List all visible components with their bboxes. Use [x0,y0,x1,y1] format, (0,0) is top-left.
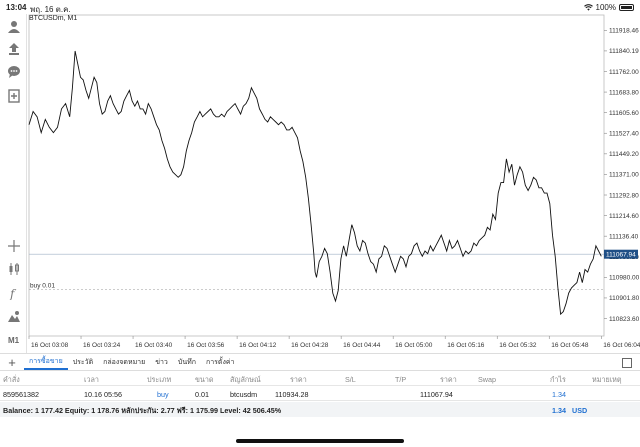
col-open-price[interactable]: ราคา [290,375,307,384]
col-ticket[interactable]: คำสั่ง [3,375,20,384]
current-price-tag-label: 111067.94 [606,252,636,259]
price-tick-label: 111762.00 [609,69,639,76]
home-indicator[interactable] [236,439,404,443]
price-tick-label: 111214.60 [609,213,639,220]
table-row[interactable]: 859561382 10.16 05:56 buy 0.01 btcusdm 1… [0,386,640,401]
time-tick-label: 16 Oct 05:32 [499,342,537,349]
col-tp[interactable]: T/P [395,375,407,384]
position-time: 10.16 05:56 [84,390,122,399]
time-tick-label: 16 Oct 04:28 [291,342,329,349]
plot-frame [28,14,605,337]
price-chart[interactable]: 111918.46 111840.19 111762.00 111683.80 1116… [27,14,640,353]
status-right: 100% [583,3,634,12]
position-profit: 1.34 [552,390,566,399]
price-tick-label: 111840.19 [609,48,639,55]
add-icon[interactable]: + [8,354,16,370]
svg-text:f: f [9,287,17,300]
timeframe-button[interactable]: M1 [7,336,20,345]
wifi-icon [583,4,593,11]
chat-icon[interactable] [5,63,22,80]
current-price-tag [604,249,638,259]
trade-icon[interactable] [5,40,22,57]
price-tick-label: 110823.60 [609,316,640,323]
status-bar: 13:04 พฤ. 16 ต.ค. 100% [0,0,640,14]
status-date: พฤ. 16 ต.ค. [30,5,71,14]
col-sl[interactable]: S/L [345,375,356,384]
objects-icon[interactable] [5,308,22,325]
position-symbol: btcusdm [230,390,258,399]
col-comment[interactable]: หมายเหตุ [592,375,622,384]
add-window-icon[interactable] [5,87,22,104]
price-tick-label: 110901.80 [609,295,640,302]
chart-canvas[interactable]: 111918.46 111840.19 111762.00 111683.80 1116… [27,14,640,353]
time-tick-label: 16 Oct 05:16 [447,342,485,349]
balance-summary: Balance: 1 177.42 Equity: 1 178.76 หลักป… [3,406,282,415]
time-tick-label: 16 Oct 03:24 [83,342,121,349]
tab-news[interactable]: ข่าว [155,358,168,366]
col-swap[interactable]: Swap [478,375,496,384]
position-open-price: 110934.28 [275,390,309,399]
price-tick-label: 111292.80 [609,192,639,199]
time-tick-label: 16 Oct 03:40 [135,342,173,349]
col-volume[interactable]: ขนาด [195,375,214,384]
crosshair-icon[interactable] [5,237,22,254]
time-tick-label: 16 Oct 06:04 [603,342,640,349]
time-tick-label: 16 Oct 03:56 [187,342,225,349]
total-profit: 1.34 [552,406,566,415]
time-tick-label: 16 Oct 04:44 [343,342,381,349]
expand-panel-icon[interactable] [622,358,632,368]
price-tick-label: 111449.20 [609,151,639,158]
time-tick-label: 16 Oct 05:48 [551,342,589,349]
position-type: buy [157,390,169,399]
time-tick-label: 16 Oct 04:12 [239,342,277,349]
col-time[interactable]: เวลา [84,375,99,384]
col-symbol[interactable]: สัญลักษณ์ [230,375,261,384]
price-tick-label: 111683.80 [609,89,639,96]
position-current-price: 111067.94 [420,390,453,399]
position-ticket: 859561382 [3,390,39,399]
col-profit[interactable]: กำไร [550,375,566,384]
table-header: คำสั่ง เวลา ประเภท ขนาด สัญลักษณ์ ราคา S… [0,371,640,386]
time-tick-label: 16 Oct 05:00 [395,342,433,349]
price-tick-label: 111136.40 [609,233,639,240]
user-icon[interactable] [5,18,22,35]
tab-trade[interactable]: การซื้อขาย [24,355,68,370]
buy-level-label: buy 0.01 [30,282,55,289]
profit-currency: USD [572,406,588,415]
symbol-label: BTCUSDm, M1 [29,15,78,22]
status-time: 13:04 [6,3,27,12]
tab-journal[interactable]: บันทึก [177,358,196,366]
balance-row: Balance: 1 177.42 Equity: 1 178.76 หลักป… [0,402,640,417]
price-tick-label: 111371.00 [609,172,639,179]
col-type[interactable]: ประเภท [147,375,172,384]
battery-icon [619,4,634,11]
price-tick-label: 110980.00 [609,275,640,282]
function-icon[interactable]: f [5,284,22,301]
price-series-line [28,50,602,316]
time-tick-label: 16 Oct 03:08 [31,342,69,349]
price-tick-label: 111918.46 [609,28,639,35]
terminal-tabs: + การซื้อขาย ประวัติ กล่องจดหมาย ข่าว บั… [0,353,640,371]
trade-table: คำสั่ง เวลา ประเภท ขนาด สัญลักษณ์ ราคา S… [0,371,640,401]
tab-mailbox[interactable]: กล่องจดหมาย [103,358,146,366]
price-tick-label: 111605.60 [609,110,639,117]
battery-percent: 100% [595,3,616,12]
col-current-price[interactable]: ราคา [440,375,457,384]
candles-icon[interactable] [5,260,22,277]
left-toolbar: f M1 [0,14,27,353]
position-volume: 0.01 [195,390,209,399]
tab-settings[interactable]: การตั้งค่า [205,358,235,366]
tab-history[interactable]: ประวัติ [72,358,94,366]
price-tick-label: 111527.40 [609,131,639,138]
